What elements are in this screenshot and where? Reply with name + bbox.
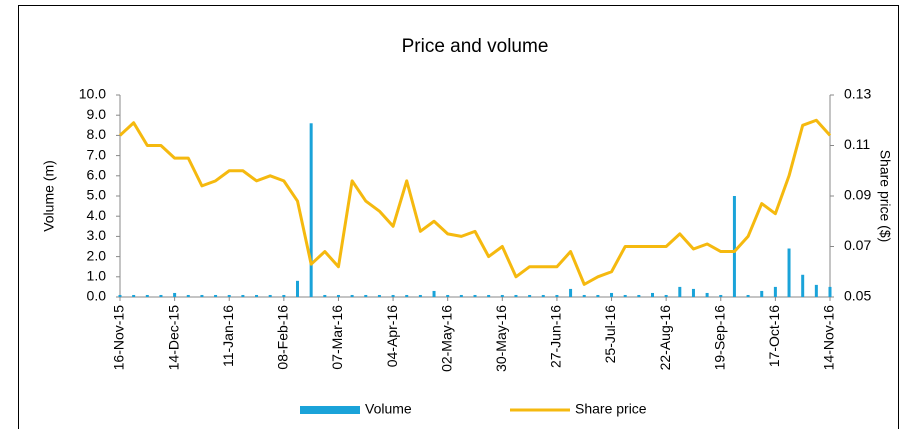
volume-bar xyxy=(377,294,381,297)
volume-bar xyxy=(186,294,190,297)
volume-bar xyxy=(500,294,504,297)
volume-bar xyxy=(610,292,614,297)
volume-bar xyxy=(828,286,832,297)
y-tick-label: 8.0 xyxy=(87,126,107,142)
volume-bar xyxy=(487,294,491,297)
volume-bar xyxy=(746,294,750,297)
y2-tick-label: 0.11 xyxy=(844,136,870,152)
y2-tick-label: 0.09 xyxy=(844,187,871,203)
x-tick-label: 16-Nov-15 xyxy=(111,305,127,371)
x-tick-label: 25-Jul-16 xyxy=(602,305,618,364)
y-tick-label: 7.0 xyxy=(87,146,107,162)
y-axis-label: Volume (m) xyxy=(41,160,57,232)
volume-bar xyxy=(255,294,259,297)
y-tick-label: 9.0 xyxy=(87,106,107,122)
volume-bar xyxy=(145,294,149,297)
volume-bar xyxy=(241,294,245,297)
volume-bar xyxy=(528,294,532,297)
volume-bar xyxy=(227,294,231,297)
volume-bar xyxy=(801,274,805,297)
volume-bar xyxy=(651,292,654,297)
x-tick-label: 04-Apr-16 xyxy=(384,305,400,367)
y2-axis-label: Share price ($) xyxy=(877,150,893,243)
volume-bar xyxy=(446,294,450,297)
volume-bar xyxy=(555,294,559,297)
volume-bar xyxy=(282,294,286,297)
volume-bar xyxy=(391,294,395,297)
legend-label: Volume xyxy=(365,401,412,417)
volume-bar xyxy=(459,294,463,297)
volume-bar xyxy=(364,294,368,297)
y-tick-label: 2.0 xyxy=(87,247,107,263)
volume-bar xyxy=(637,294,641,297)
x-tick-label: 14-Nov-16 xyxy=(821,305,837,371)
volume-bar xyxy=(691,288,695,297)
y2-tick-label: 0.05 xyxy=(844,288,871,304)
y2-tick-label: 0.07 xyxy=(844,237,871,253)
y2-tick-label: 0.13 xyxy=(844,86,871,102)
volume-bar xyxy=(323,294,327,297)
volume-bar xyxy=(118,294,122,297)
volume-bar xyxy=(760,290,764,297)
y-tick-label: 0.0 xyxy=(87,288,107,304)
volume-bar xyxy=(200,294,204,297)
volume-bar xyxy=(214,294,218,297)
x-tick-label: 07-Mar-16 xyxy=(329,305,345,370)
x-tick-label: 14-Dec-15 xyxy=(165,305,181,371)
volume-bar xyxy=(268,294,272,297)
volume-bar xyxy=(787,248,791,297)
volume-bar xyxy=(432,290,436,297)
volume-bar xyxy=(405,294,409,297)
volume-bar xyxy=(719,294,723,297)
volume-bar xyxy=(623,294,627,297)
price-line xyxy=(118,118,832,286)
volume-bar xyxy=(596,294,600,297)
volume-bar xyxy=(350,294,354,297)
y-tick-label: 1.0 xyxy=(87,268,107,284)
volume-bar xyxy=(814,284,818,297)
y-tick-label: 5.0 xyxy=(87,187,107,203)
volume-bar xyxy=(678,286,682,297)
y-tick-label: 4.0 xyxy=(87,207,107,223)
volume-bar xyxy=(336,294,340,297)
volume-bar xyxy=(132,294,136,297)
x-tick-label: 11-Jan-16 xyxy=(220,305,236,367)
legend-label: Share price xyxy=(575,401,647,417)
volume-bar xyxy=(541,294,545,297)
y-tick-label: 10.0 xyxy=(79,86,106,102)
y-tick-label: 3.0 xyxy=(87,227,107,243)
x-tick-label: 27-Jun-16 xyxy=(548,305,564,368)
volume-bar xyxy=(569,288,573,297)
volume-bar xyxy=(514,294,518,297)
volume-bar xyxy=(473,294,477,297)
volume-bar xyxy=(159,294,163,297)
volume-bar xyxy=(582,294,586,297)
x-tick-label: 02-May-16 xyxy=(438,305,454,372)
y-tick-label: 6.0 xyxy=(87,167,107,183)
volume-bar xyxy=(705,292,709,297)
x-tick-label: 30-May-16 xyxy=(493,305,509,372)
x-tick-label: 08-Feb-16 xyxy=(275,305,291,370)
chart-border xyxy=(18,5,899,434)
x-tick-label: 22-Aug-16 xyxy=(657,305,673,371)
legend-swatch xyxy=(300,406,360,414)
x-tick-label: 19-Sep-16 xyxy=(711,305,727,371)
volume-bar xyxy=(418,294,422,297)
volume-bar xyxy=(664,294,668,297)
volume-bar xyxy=(173,292,177,297)
volume-bar xyxy=(296,280,299,297)
chart-title: Price and volume xyxy=(402,36,549,57)
volume-bar xyxy=(773,286,777,297)
x-tick-label: 17-Oct-16 xyxy=(766,305,782,367)
volume-bar xyxy=(732,196,736,297)
volume-bar xyxy=(309,123,313,297)
